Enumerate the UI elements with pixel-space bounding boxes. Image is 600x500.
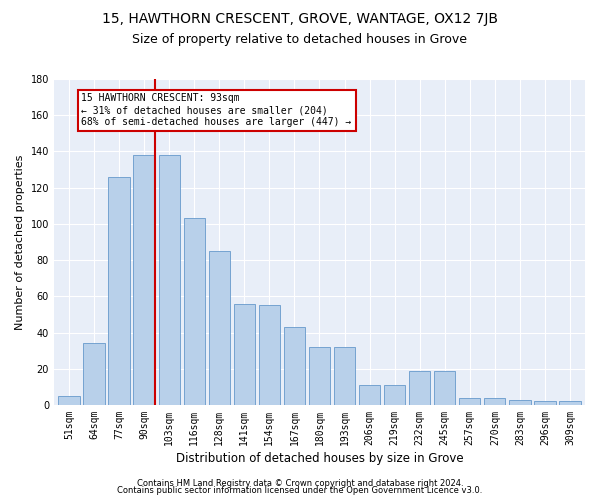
- Bar: [309, 347, 330, 405]
- Bar: [434, 370, 455, 405]
- Bar: [384, 385, 405, 405]
- Bar: [259, 306, 280, 405]
- Bar: [133, 155, 155, 405]
- Text: Size of property relative to detached houses in Grove: Size of property relative to detached ho…: [133, 32, 467, 46]
- Bar: [158, 155, 180, 405]
- Bar: [484, 398, 505, 405]
- Bar: [284, 327, 305, 405]
- X-axis label: Distribution of detached houses by size in Grove: Distribution of detached houses by size …: [176, 452, 463, 465]
- Bar: [359, 385, 380, 405]
- Bar: [559, 402, 581, 405]
- Bar: [184, 218, 205, 405]
- Text: 15 HAWTHORN CRESCENT: 93sqm
← 31% of detached houses are smaller (204)
68% of se: 15 HAWTHORN CRESCENT: 93sqm ← 31% of det…: [82, 94, 352, 126]
- Bar: [409, 370, 430, 405]
- Bar: [109, 177, 130, 405]
- Text: Contains public sector information licensed under the Open Government Licence v3: Contains public sector information licen…: [118, 486, 482, 495]
- Bar: [83, 344, 104, 405]
- Text: 15, HAWTHORN CRESCENT, GROVE, WANTAGE, OX12 7JB: 15, HAWTHORN CRESCENT, GROVE, WANTAGE, O…: [102, 12, 498, 26]
- Bar: [58, 396, 80, 405]
- Bar: [534, 402, 556, 405]
- Bar: [459, 398, 481, 405]
- Bar: [509, 400, 530, 405]
- Bar: [334, 347, 355, 405]
- Bar: [209, 251, 230, 405]
- Y-axis label: Number of detached properties: Number of detached properties: [15, 154, 25, 330]
- Text: Contains HM Land Registry data © Crown copyright and database right 2024.: Contains HM Land Registry data © Crown c…: [137, 478, 463, 488]
- Bar: [233, 304, 255, 405]
